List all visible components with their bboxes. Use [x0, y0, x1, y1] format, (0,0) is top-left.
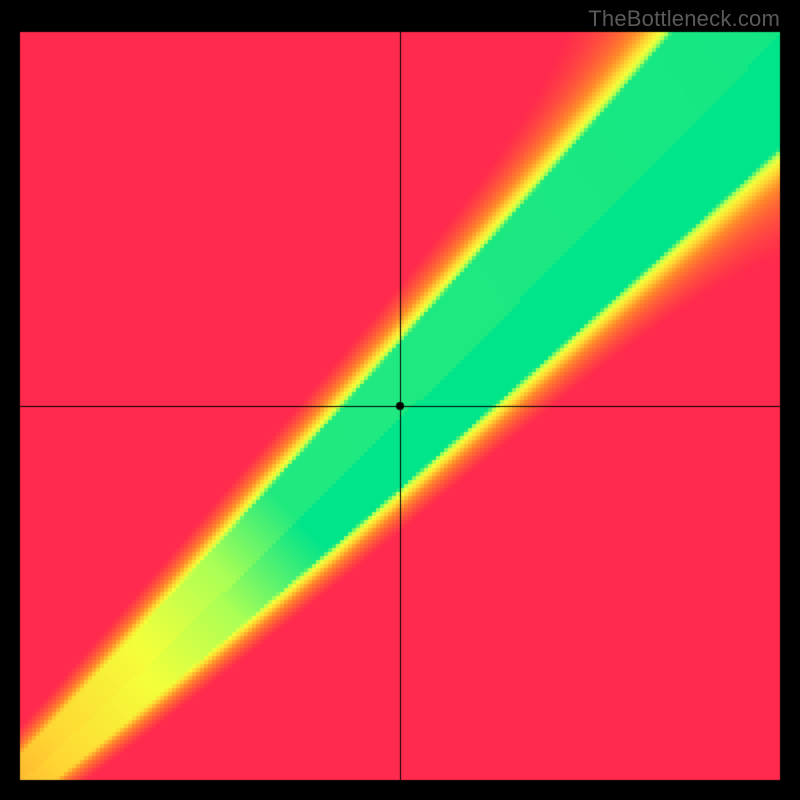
- bottleneck-heatmap: [0, 0, 800, 800]
- watermark: TheBottleneck.com: [588, 6, 780, 32]
